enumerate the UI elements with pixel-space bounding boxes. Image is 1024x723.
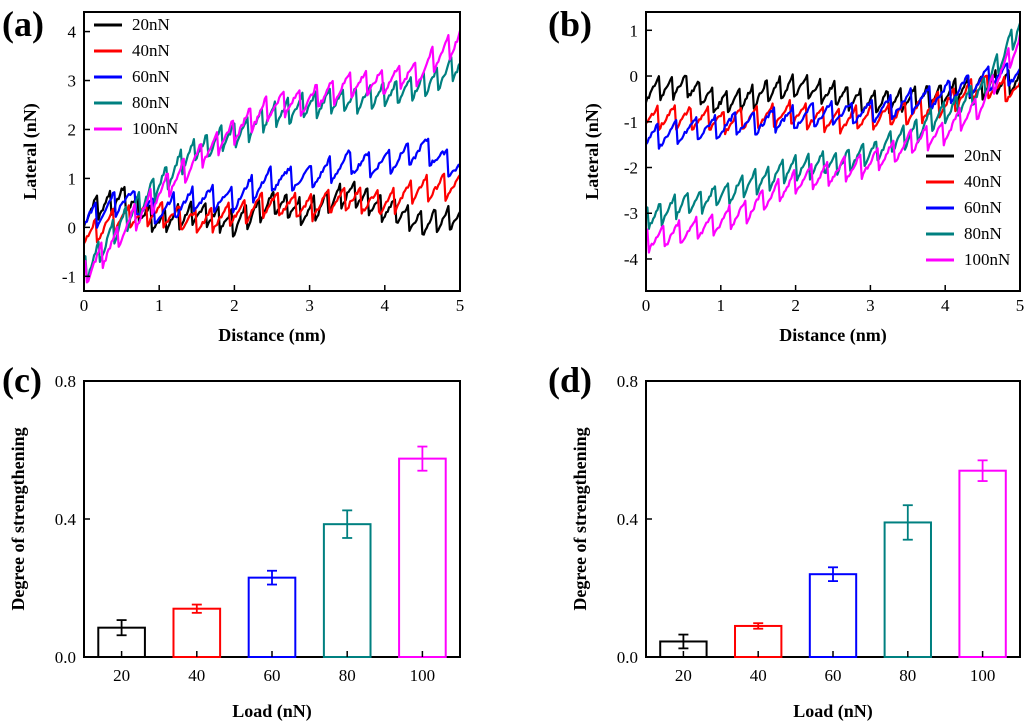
panel-letter: (b) [548,4,592,44]
x-tick-label: 1 [717,296,726,315]
x-tick-label: 0 [642,296,651,315]
panel-letter: (d) [548,360,592,400]
x-tick-label: 4 [941,296,950,315]
legend-label: 80nN [964,224,1002,243]
y-tick-label: 0 [68,218,77,237]
y-axis-title: Lateral (nN) [20,103,41,199]
bar-80 [883,521,932,659]
x-tick-label: 4 [381,296,390,315]
series-line-80nN [646,22,1020,230]
y-axis-title: Degree of strengthening [570,427,590,610]
y-tick-label: 0.8 [55,372,76,391]
x-tick-label: 5 [456,296,465,315]
x-tick-label: 100 [970,666,996,685]
x-tick-label: 60 [264,666,281,685]
legend-label: 100nN [132,119,178,138]
series-line-60nN [84,137,460,229]
plot-frame [83,380,461,658]
x-axis-title: Load (nN) [232,701,312,722]
plot-frame [83,11,461,292]
legend-label: 20nN [964,146,1002,165]
y-tick-label: -1 [624,113,638,132]
legend-label: 60nN [964,198,1002,217]
x-tick-label: 2 [791,296,800,315]
panel-letter: (c) [2,360,42,400]
legend-label: 40nN [132,41,170,60]
y-tick-label: -3 [624,204,638,223]
y-tick-label: 1 [68,169,77,188]
legend-label: 100nN [964,250,1010,269]
bar-60 [808,573,858,659]
y-axis-title: Degree of strengthening [8,427,28,610]
bar-100 [398,457,447,658]
x-axis-title: Distance (nm) [779,325,886,346]
series-line-100nN [646,34,1020,254]
plot-frame [645,11,1021,292]
series-line-40nN [84,172,460,245]
x-tick-label: 3 [866,296,875,315]
y-tick-label: -1 [62,267,76,286]
y-tick-label: -4 [624,250,639,269]
bar-80 [322,523,372,658]
x-axis-title: Load (nN) [793,701,873,722]
x-tick-label: 5 [1016,296,1024,315]
y-tick-label: 0.0 [55,648,76,667]
x-tick-label: 3 [305,296,314,315]
x-tick-label: 0 [80,296,89,315]
legend-label: 60nN [132,67,170,86]
x-tick-label: 2 [230,296,239,315]
plot-frame [645,380,1021,658]
bar-60 [247,576,297,659]
y-tick-label: 0.0 [617,648,638,667]
y-tick-label: 0.8 [617,372,638,391]
y-tick-label: 0.4 [55,510,77,529]
x-tick-label: 60 [825,666,842,685]
series-line-100nN [84,30,460,284]
y-axis-title: Lateral (nN) [582,103,603,199]
x-tick-label: 20 [675,666,692,685]
x-tick-label: 100 [410,666,436,685]
y-tick-label: 0.4 [617,510,639,529]
x-axis-title: Distance (nm) [218,325,325,346]
x-tick-label: 20 [113,666,130,685]
panel-letter: (a) [2,4,44,44]
y-tick-label: 0 [630,67,639,86]
series-line-60nN [646,62,1020,150]
x-tick-label: 40 [188,666,205,685]
x-tick-label: 1 [155,296,164,315]
y-tick-label: 3 [68,72,77,91]
x-tick-label: 40 [750,666,767,685]
x-tick-label: 80 [899,666,916,685]
bar-40 [172,607,222,659]
y-tick-label: 2 [68,120,77,139]
y-tick-label: 4 [68,23,77,42]
x-tick-label: 80 [339,666,356,685]
legend-label: 80nN [132,93,170,112]
y-tick-label: -2 [624,159,638,178]
legend-label: 20nN [132,15,170,34]
y-tick-label: 1 [630,21,639,40]
bar-100 [958,469,1007,659]
series-line-80nN [84,56,460,281]
legend-label: 40nN [964,172,1002,191]
